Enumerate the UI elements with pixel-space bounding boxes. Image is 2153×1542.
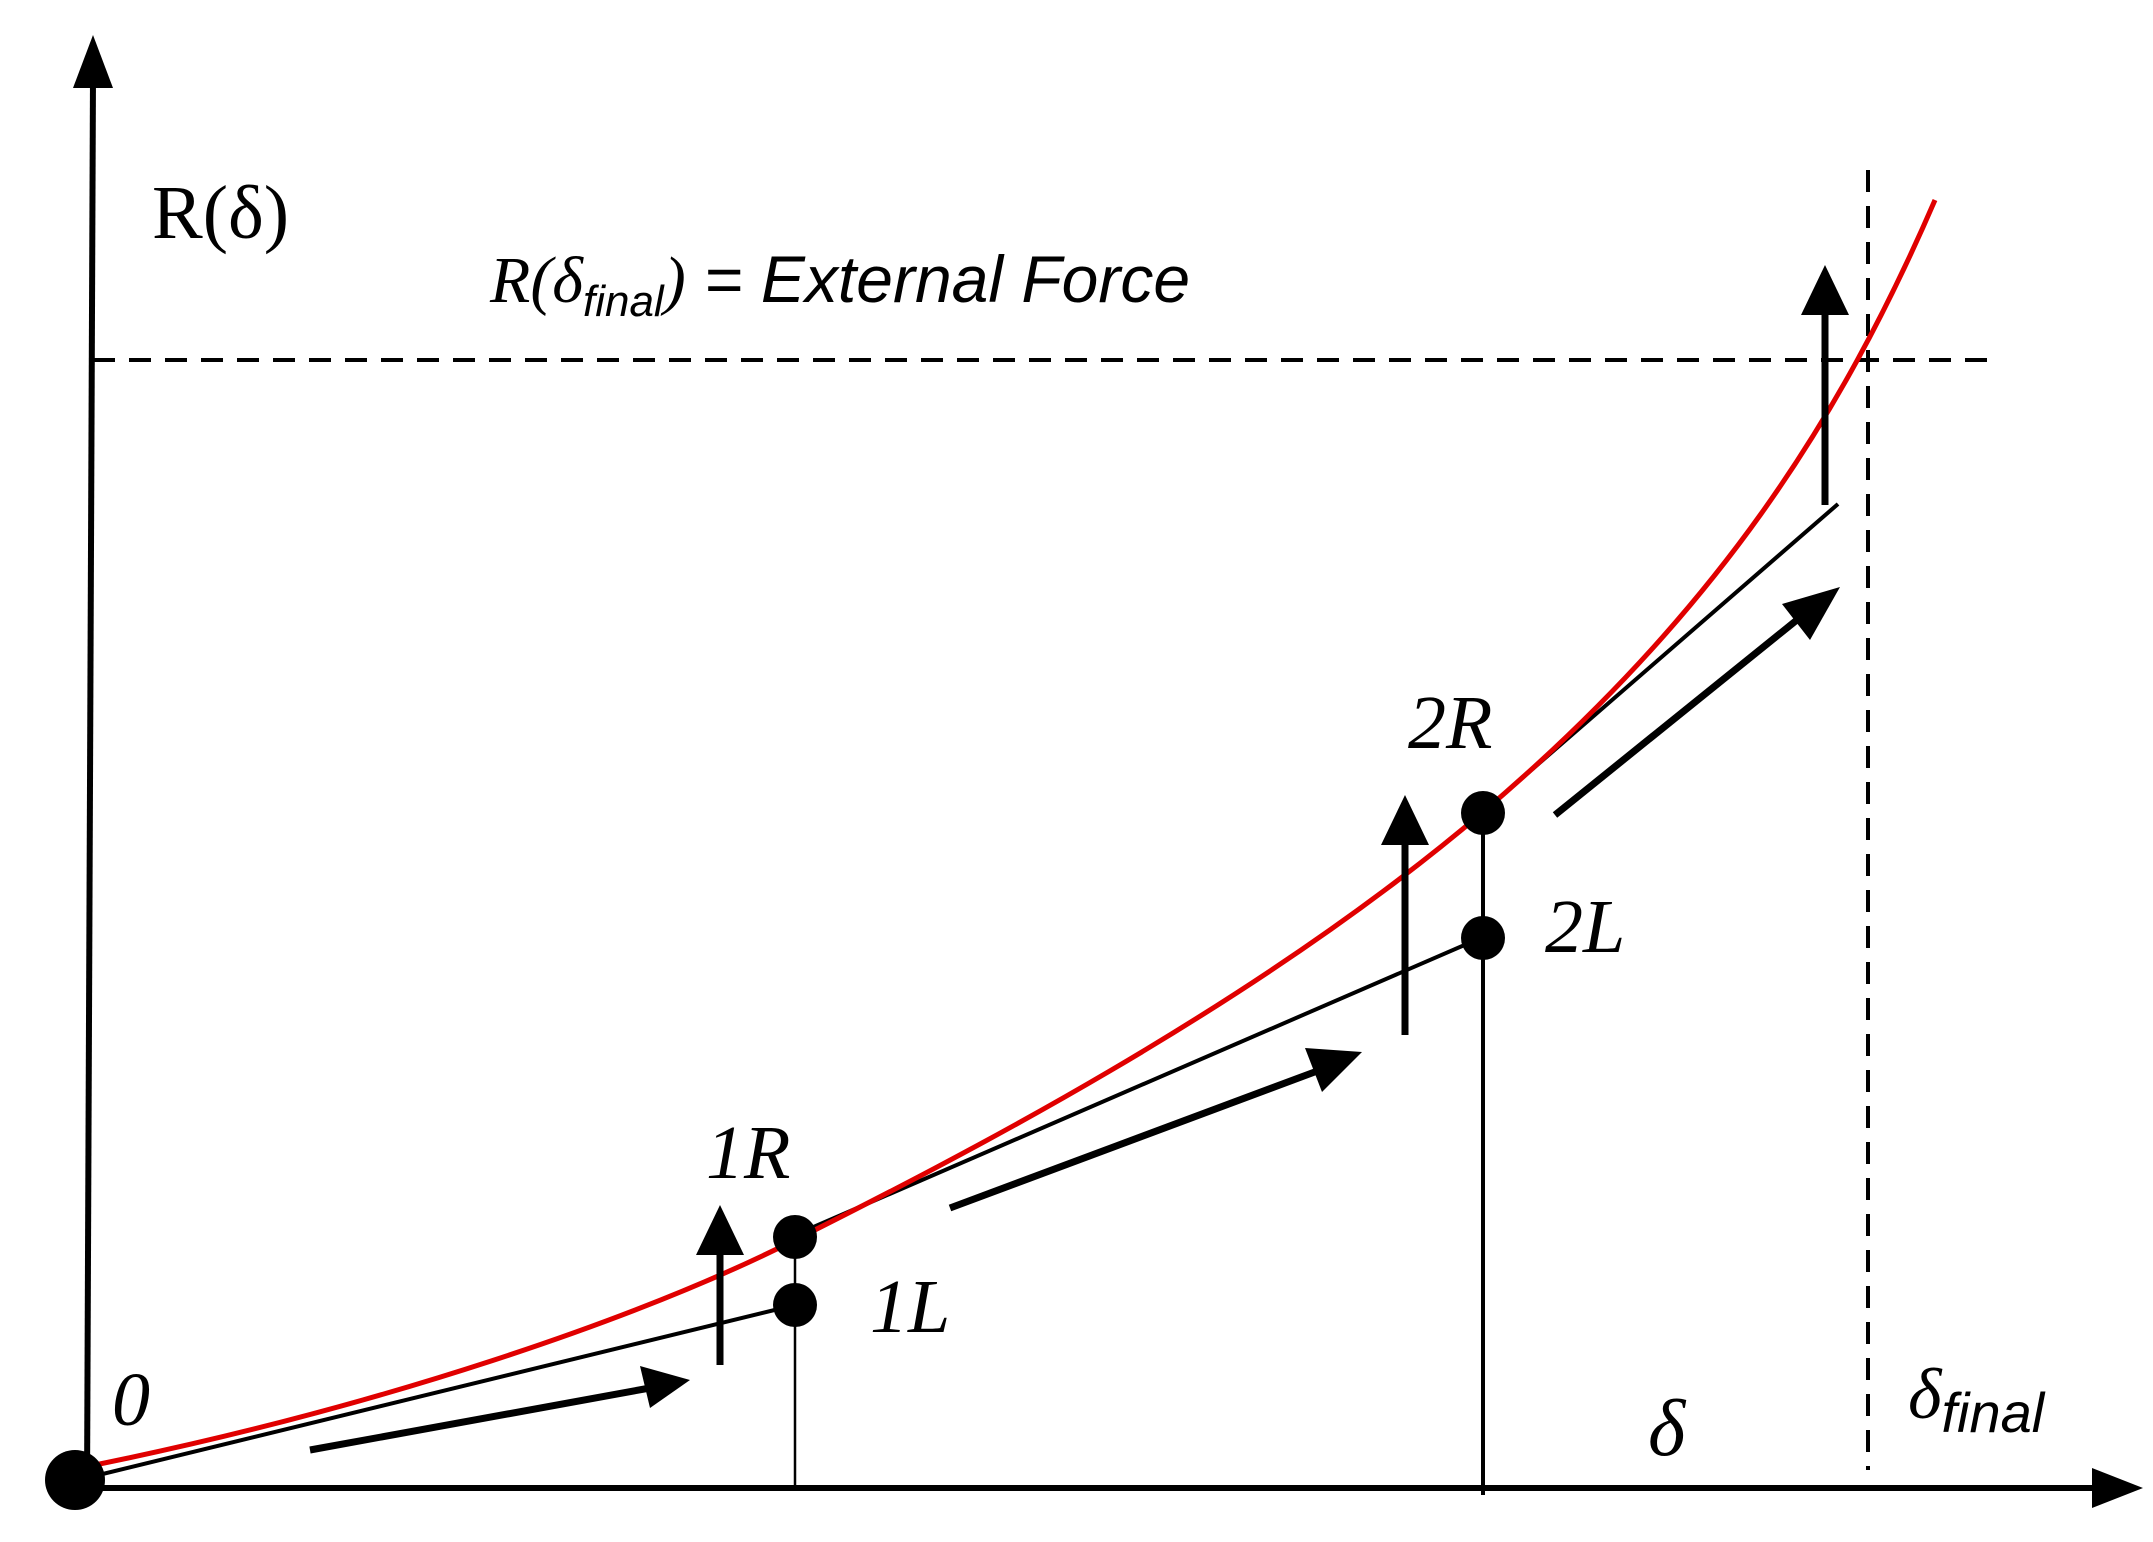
point-2R [1461, 791, 1505, 835]
correction-arrowhead-3 [1801, 265, 1849, 315]
label-2L: 2L [1545, 885, 1625, 969]
response-curve [79, 199, 1938, 1471]
delta-final-symbol: δ [1908, 1354, 1943, 1434]
equilibrium-prefix: R(δ [489, 244, 584, 317]
correction-arrowhead-2 [1381, 795, 1429, 845]
point-1L [773, 1283, 817, 1327]
delta-final-subscript: final [1941, 1381, 2045, 1444]
point-1R [773, 1215, 817, 1259]
x-axis-label: δ [1648, 1385, 1687, 1473]
label-2R: 2R [1408, 681, 1492, 765]
point-origin [45, 1450, 105, 1510]
increment-arrow-1 [948, 1066, 1322, 1212]
increment-arrow-2 [1552, 608, 1811, 818]
origin-label: 0 [112, 1358, 150, 1442]
x-axis-arrowhead [2092, 1468, 2143, 1508]
tangent-line-1 [794, 935, 1484, 1237]
increment-arrow-0 [309, 1384, 651, 1454]
increment-arrowhead-1 [1305, 1048, 1362, 1092]
delta-final-label: δfinal [1908, 1354, 2046, 1444]
tangent-line-0 [77, 1303, 796, 1482]
equilibrium-suffix: ) [660, 244, 686, 317]
equilibrium-label: R(δfinal) = External Force [489, 242, 1190, 326]
y-axis-arrowhead [73, 35, 113, 88]
label-1L: 1L [870, 1265, 950, 1349]
label-1R: 1R [706, 1111, 790, 1195]
y-axis-label: R(δ) [152, 171, 289, 255]
increment-arrowhead-2 [1782, 587, 1840, 640]
increment-arrowhead-0 [640, 1366, 690, 1408]
y-axis [84, 74, 96, 1493]
equilibrium-eq: = External Force [686, 242, 1190, 316]
point-2L [1461, 916, 1505, 960]
equilibrium-subscript: final [583, 277, 665, 326]
correction-arrowhead-1 [696, 1205, 744, 1255]
